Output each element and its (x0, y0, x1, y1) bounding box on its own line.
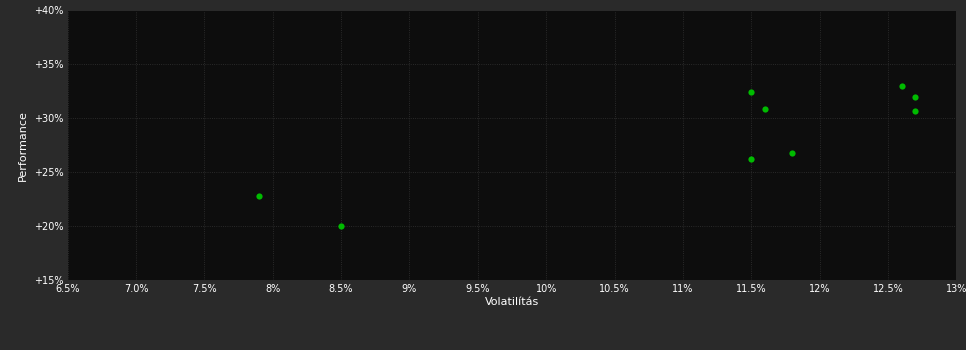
Point (908, 94, 923, 99)
Point (894, 83, 909, 89)
Point (757, 106, 773, 111)
Y-axis label: Performance: Performance (18, 110, 28, 181)
Point (333, 223, 349, 229)
Point (251, 193, 267, 199)
Point (744, 90, 759, 95)
Point (744, 156, 759, 162)
Point (908, 108, 923, 113)
X-axis label: Volatilítás: Volatilítás (485, 297, 539, 307)
Point (784, 150, 800, 156)
